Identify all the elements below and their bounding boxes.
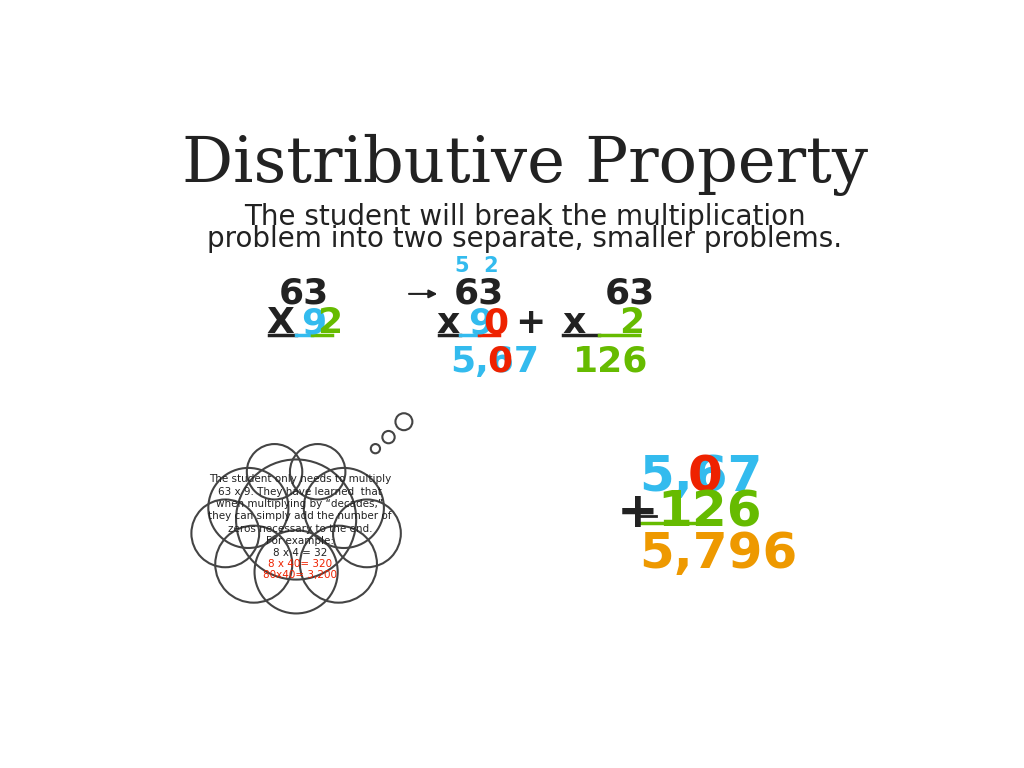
- Circle shape: [237, 459, 356, 580]
- Circle shape: [304, 468, 384, 548]
- Circle shape: [247, 444, 302, 499]
- Text: 5,67: 5,67: [639, 453, 762, 502]
- Text: 63: 63: [455, 277, 505, 311]
- Circle shape: [371, 444, 380, 453]
- Circle shape: [300, 525, 377, 603]
- Circle shape: [382, 431, 394, 443]
- Text: 9: 9: [468, 306, 494, 340]
- Text: The student only needs to multiply: The student only needs to multiply: [209, 475, 391, 485]
- Text: 0: 0: [688, 453, 723, 502]
- Text: For example:: For example:: [266, 536, 334, 546]
- Text: Distributive Property: Distributive Property: [181, 134, 868, 197]
- Circle shape: [395, 413, 413, 430]
- Text: when multiplying by “decades,”: when multiplying by “decades,”: [216, 499, 384, 509]
- Text: problem into two separate, smaller problems.: problem into two separate, smaller probl…: [207, 225, 843, 253]
- Text: 126: 126: [657, 488, 762, 537]
- Text: 8 x 4 = 32: 8 x 4 = 32: [272, 548, 327, 558]
- Text: x: x: [437, 306, 460, 340]
- Circle shape: [215, 525, 292, 603]
- Text: 2: 2: [316, 306, 342, 340]
- Text: 2: 2: [620, 306, 645, 340]
- Text: 5  2: 5 2: [456, 257, 499, 276]
- Text: 63 x 9. They have learned  that: 63 x 9. They have learned that: [218, 487, 382, 497]
- Text: 126: 126: [572, 345, 648, 379]
- Text: 80x40= 3,200: 80x40= 3,200: [263, 570, 337, 580]
- Text: 63: 63: [279, 277, 329, 311]
- Text: zeros necessary to the end.: zeros necessary to the end.: [227, 524, 372, 534]
- Circle shape: [333, 499, 400, 568]
- Text: The student will break the multiplication: The student will break the multiplicatio…: [244, 203, 806, 231]
- Text: X: X: [267, 306, 295, 340]
- Text: +: +: [515, 306, 546, 340]
- Text: 0: 0: [487, 345, 512, 379]
- Text: they can simply add the number of: they can simply add the number of: [208, 511, 392, 521]
- Text: x: x: [562, 306, 586, 340]
- Text: 0: 0: [483, 306, 508, 340]
- Text: 5,67: 5,67: [451, 345, 539, 379]
- Circle shape: [191, 499, 259, 568]
- Text: 5,796: 5,796: [639, 530, 797, 578]
- Text: 8 x 40= 320: 8 x 40= 320: [268, 559, 332, 569]
- Text: 9: 9: [301, 306, 327, 340]
- Circle shape: [255, 530, 338, 614]
- Text: +: +: [617, 488, 659, 537]
- Circle shape: [208, 468, 289, 548]
- Circle shape: [290, 444, 345, 499]
- Text: 63: 63: [604, 277, 654, 311]
